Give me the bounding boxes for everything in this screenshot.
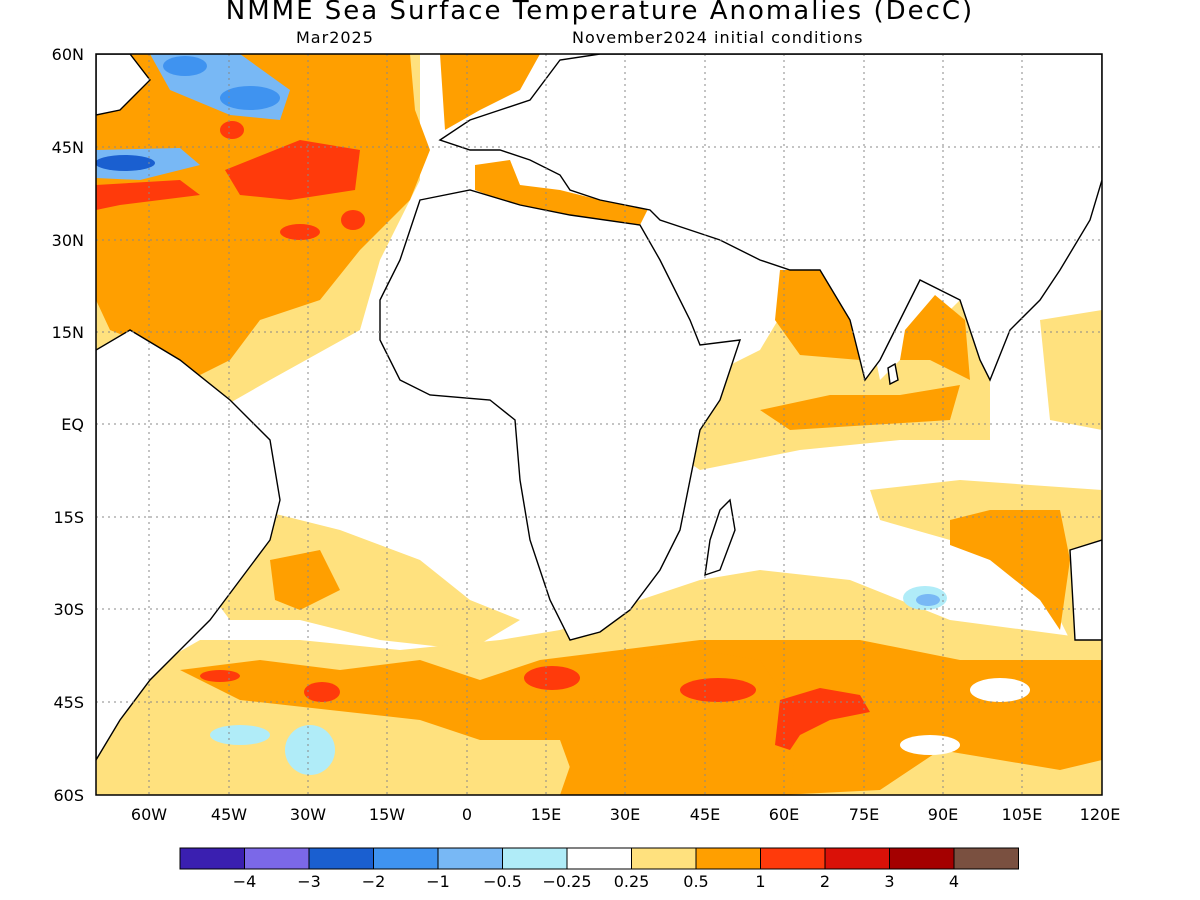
colorbar-tick-label: −3	[297, 872, 321, 891]
land-mask	[96, 54, 1102, 762]
colorbar-swatch	[373, 847, 439, 870]
lon-tick-label: 30E	[610, 805, 640, 824]
lat-tick-label: EQ	[61, 415, 84, 434]
plot-frame	[95, 53, 1103, 796]
colorbar-swatch	[502, 847, 568, 870]
lon-tick-label: 75E	[849, 805, 879, 824]
colorbar-swatch	[179, 847, 245, 870]
anomaly-spot-red-1	[280, 224, 320, 240]
anomaly-spot-cold-south-4	[916, 594, 940, 606]
map-title: NMME Sea Surface Temperature Anomalies (…	[225, 0, 975, 26]
anomaly-region-north-atlantic-orange	[96, 54, 430, 380]
anomaly-spot-white-south-2	[970, 678, 1030, 702]
anomaly-region-mediterranean	[475, 160, 650, 225]
anomaly-region-gulfstream-red-2	[96, 180, 200, 210]
anomaly-spot-red-south-3	[524, 666, 580, 690]
lat-tick-label: 30N	[52, 231, 84, 250]
lat-tick-label: 60N	[52, 45, 84, 64]
lat-tick-label: 30S	[53, 600, 84, 619]
colorbar-swatch	[308, 847, 374, 870]
africa-landmass	[379, 189, 742, 641]
latitude-axis: 60N 45N 30N 15N EQ 15S 30S 45S 60S	[52, 45, 84, 805]
lon-tick-label: 105E	[1002, 805, 1043, 824]
anomaly-region-arabian-sea-yellow	[685, 280, 990, 470]
valid-month-label: Mar2025	[296, 28, 374, 47]
lon-tick-label: 0	[462, 805, 472, 824]
anomaly-region-south-atlantic-yellow	[200, 510, 520, 650]
colorbar-tick-label: −0.5	[483, 872, 522, 891]
colorbar-swatch	[631, 847, 697, 870]
colorbar-swatch	[760, 847, 826, 870]
lat-tick-label: 45S	[53, 693, 84, 712]
sri-lanka	[887, 362, 899, 386]
anomaly-spot-red-south-4	[680, 678, 756, 702]
lon-tick-label: 30W	[290, 805, 326, 824]
colorbar-tick-label: 1	[755, 872, 766, 891]
anomaly-region-equatorial-indian-orange	[760, 385, 960, 430]
lon-tick-label: 45E	[690, 805, 720, 824]
colorbar-tick-label: 4	[948, 872, 960, 891]
anomaly-region-maritime-yellow	[1040, 310, 1102, 430]
anomaly-spot-cold-1	[220, 86, 280, 110]
lon-tick-label: 15E	[531, 805, 561, 824]
colorbar-tick-label: −4	[232, 872, 257, 891]
colorbar-swatch	[244, 847, 310, 870]
anomaly-spot-cold-2	[163, 56, 207, 76]
anomaly-spot-red-3	[220, 121, 244, 139]
colorbar-swatch	[889, 847, 955, 870]
madagascar	[704, 498, 736, 577]
colorbar	[179, 847, 1019, 870]
colorbar-tick-label: 3	[884, 872, 895, 891]
anomaly-spot-red-south-5	[775, 688, 870, 750]
europe-landmass	[438, 54, 1102, 382]
anomaly-spot-red-2	[341, 210, 365, 230]
colorbar-swatch	[695, 847, 761, 870]
lat-tick-label: 15S	[53, 508, 84, 527]
anomaly-region-south-atlantic-orange	[270, 550, 340, 610]
colorbar-tick-label: 0.25	[613, 872, 650, 891]
colorbar-tick-label: 0.5	[683, 872, 709, 891]
lat-tick-label: 60S	[53, 786, 84, 805]
anomaly-spot-red-south-1	[200, 670, 240, 682]
anomaly-region-south-indian-orange	[950, 510, 1070, 630]
anomaly-spot-cold-south-1	[210, 725, 270, 745]
lon-tick-label: 120E	[1080, 805, 1121, 824]
colorbar-swatch	[437, 847, 503, 870]
anomaly-spot-red-south-2	[304, 682, 340, 702]
lon-tick-label: 15W	[369, 805, 405, 824]
colorbar-tick-label: 2	[819, 872, 831, 891]
anomaly-spot-cold-south-2	[285, 725, 335, 775]
colorbar-swatch	[824, 847, 890, 870]
lat-tick-label: 45N	[52, 138, 84, 157]
anomaly-region-bay-of-bengal-orange	[900, 295, 970, 380]
longitude-axis: 60W 45W 30W 15W 0 15E 30E 45E 60E 75E 90…	[131, 805, 1120, 824]
anomaly-region-north-sea-orange	[440, 54, 540, 130]
colorbar-tick-label: −1	[426, 872, 450, 891]
lon-tick-label: 45W	[211, 805, 247, 824]
init-conditions-label: November2024 initial conditions	[572, 28, 864, 47]
lon-tick-label: 60E	[769, 805, 799, 824]
colorbar-tick-label: −2	[361, 872, 386, 891]
lon-tick-label: 60W	[131, 805, 167, 824]
anomaly-field	[96, 54, 1102, 795]
colorbar-swatch	[953, 847, 1019, 870]
lon-tick-label: 90E	[928, 805, 958, 824]
anomaly-spot-cold-3	[96, 155, 155, 171]
south-america-landmass	[96, 329, 281, 762]
greenland-edge	[96, 54, 151, 116]
australia-landmass	[1069, 539, 1102, 641]
anomaly-spot-white-south-1	[900, 735, 960, 755]
lat-tick-label: 15N	[52, 323, 84, 342]
colorbar-tick-label: −0.25	[542, 872, 592, 891]
colorbar-swatch	[566, 847, 632, 870]
anomaly-region-gulfstream-red	[225, 140, 360, 200]
